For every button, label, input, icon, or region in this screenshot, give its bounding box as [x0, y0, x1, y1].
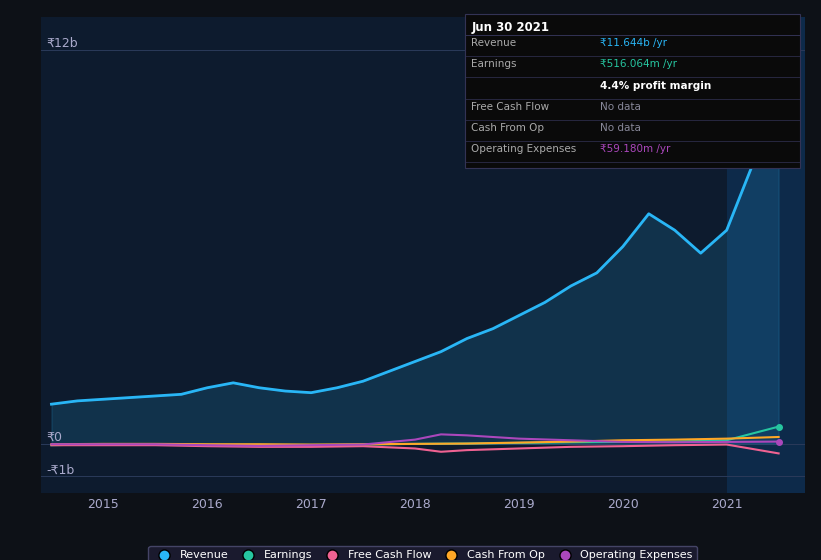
Text: No data: No data	[600, 123, 641, 133]
Bar	[727, 17, 805, 493]
Text: Free Cash Flow: Free Cash Flow	[471, 102, 549, 112]
Text: ₹59.180m /yr: ₹59.180m /yr	[600, 144, 671, 155]
Text: Cash From Op: Cash From Op	[471, 123, 544, 133]
Text: 4.4% profit margin: 4.4% profit margin	[600, 81, 712, 91]
Text: -₹1b: -₹1b	[46, 463, 75, 477]
Text: Earnings: Earnings	[471, 59, 516, 69]
Text: Operating Expenses: Operating Expenses	[471, 144, 576, 155]
Text: ₹0: ₹0	[46, 431, 62, 444]
Text: Revenue: Revenue	[471, 38, 516, 48]
Text: ₹11.644b /yr: ₹11.644b /yr	[600, 38, 667, 48]
Text: No data: No data	[600, 102, 641, 112]
Text: ₹12b: ₹12b	[46, 36, 78, 50]
Text: Jun 30 2021: Jun 30 2021	[471, 21, 549, 34]
Text: ₹516.064m /yr: ₹516.064m /yr	[600, 59, 677, 69]
Legend: Revenue, Earnings, Free Cash Flow, Cash From Op, Operating Expenses: Revenue, Earnings, Free Cash Flow, Cash …	[149, 546, 697, 560]
